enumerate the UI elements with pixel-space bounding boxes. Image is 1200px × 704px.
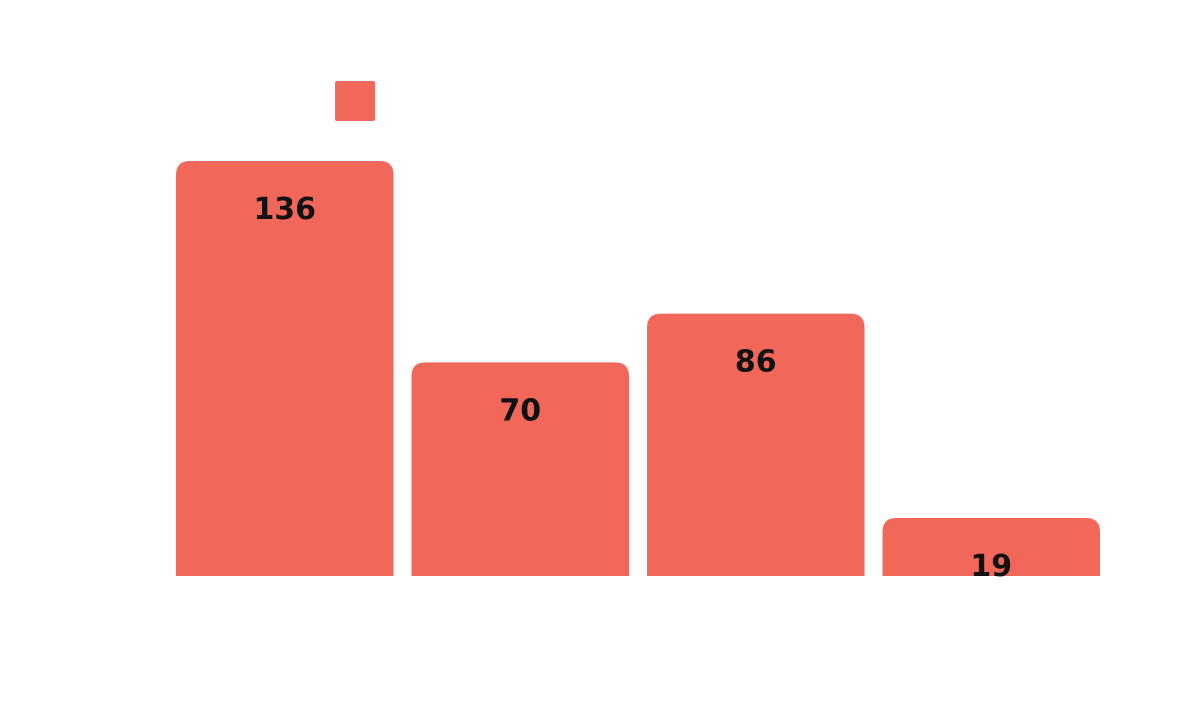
data-label: 70 xyxy=(499,393,541,428)
data-label: 19 xyxy=(970,549,1012,584)
data-labels-layer: 136 70 86 19 xyxy=(253,192,1012,584)
bar xyxy=(176,161,394,576)
data-label: 136 xyxy=(253,192,316,227)
bar xyxy=(882,518,1100,576)
data-label: 86 xyxy=(735,345,777,380)
bars-layer xyxy=(176,161,1100,576)
legend-swatch xyxy=(335,81,375,121)
bar xyxy=(411,362,629,576)
bar xyxy=(647,313,865,576)
